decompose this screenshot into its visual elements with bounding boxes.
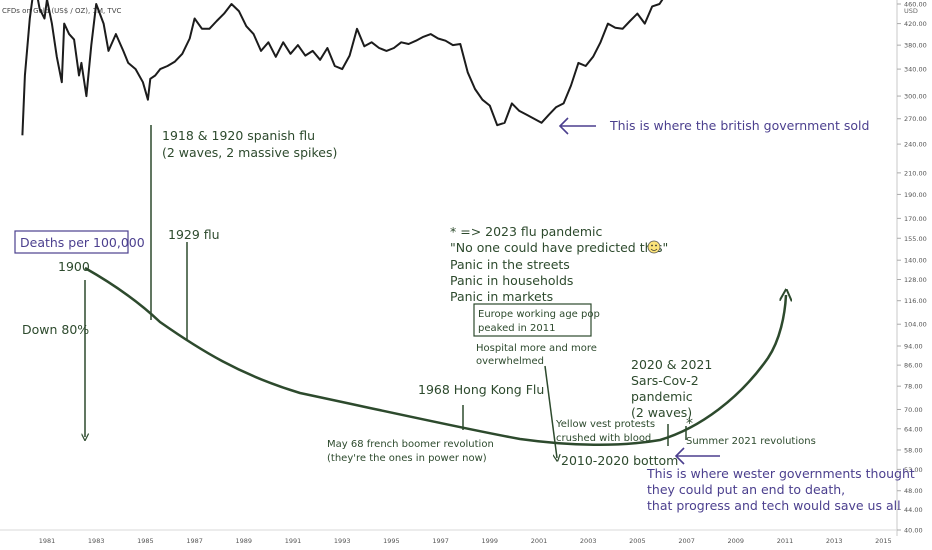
- star-marker: *: [686, 416, 693, 432]
- deaths-label: Deaths per 100,000: [20, 235, 145, 250]
- flu-2023-line-5: Panic in markets: [450, 289, 553, 304]
- flu-2023-line-4: Panic in households: [450, 273, 573, 288]
- europe-pop-line-2: peaked in 2011: [478, 323, 556, 334]
- british-gov-label: This is where the british government sol…: [609, 118, 869, 133]
- down-80-label: Down 80%: [22, 322, 89, 337]
- hospital-arrow: [544, 365, 557, 458]
- deaths-label-box: [14, 230, 129, 254]
- british-gov-arrow: [558, 117, 596, 135]
- x-tick-label: 1981: [39, 537, 56, 545]
- hospital-line-1: Hospital more and more: [476, 343, 597, 354]
- western-gov-arrow: [674, 447, 720, 465]
- western-gov-line-3: that progress and tech would save us all: [647, 498, 901, 513]
- y-tick-label: 170.00: [904, 215, 927, 223]
- price-axis: 460.00 420.00 380.00 340.00 300.00 270.00 240.…: [896, 0, 927, 536]
- y-tick-label: 210.00: [904, 169, 927, 177]
- x-tick-label: 2003: [580, 537, 597, 545]
- yellow-vest-line-2: crushed with blood: [556, 433, 651, 444]
- y-tick-label: 53.00: [904, 466, 923, 474]
- year-1900-label: 1900: [58, 259, 90, 274]
- y-tick-label: 58.00: [904, 446, 923, 454]
- western-gov-line-1: This is where wester governments thought: [646, 466, 915, 481]
- deaths-curve: [84, 266, 786, 446]
- flu-2023-line-1: * => 2023 flu pandemic: [450, 224, 602, 239]
- flu-2023-line-2: "No one could have predicted this": [450, 240, 668, 255]
- x-tick-label: 1997: [432, 537, 449, 545]
- chart-title: CFDs on Gold (US$ / OZ), 1M, TVC: [2, 7, 121, 15]
- y-tick-label: 44.00: [904, 506, 923, 514]
- yellow-vest-line-1: Yellow vest protests: [555, 419, 655, 430]
- x-tick-label: 1991: [285, 537, 302, 545]
- y-tick-label: 155.00: [904, 235, 927, 243]
- y-tick-label: 420.00: [904, 20, 927, 28]
- x-tick-label: 1987: [186, 537, 203, 545]
- summer-2021-label: Summer 2021 revolutions: [686, 436, 816, 447]
- x-tick-label: 1993: [334, 537, 351, 545]
- y-tick-label: 104.00: [904, 321, 927, 329]
- sars-line-2: Sars-Cov-2: [631, 373, 699, 388]
- x-tick-label: 2001: [531, 537, 548, 545]
- y-tick-label: 70.00: [904, 406, 923, 414]
- sars-line-4: (2 waves): [631, 405, 692, 420]
- y-tick-label: 340.00: [904, 66, 927, 74]
- hospital-line-2: overwhelmed: [476, 356, 544, 367]
- flu-1929-label: 1929 flu: [168, 227, 220, 242]
- x-tick-label: 2013: [826, 537, 843, 545]
- may-68-line-1: May 68 french boomer revolution: [327, 439, 494, 450]
- y-tick-label: 380.00: [904, 42, 927, 50]
- y-tick-label: 270.00: [904, 115, 927, 123]
- x-tick-label: 1995: [383, 537, 400, 545]
- y-tick-label: 190.00: [904, 191, 927, 199]
- y-tick-label: 64.00: [904, 425, 923, 433]
- y-tick-label: 128.00: [904, 276, 927, 284]
- y-tick-label: 140.00: [904, 257, 927, 265]
- y-tick-label: 240.00: [904, 141, 927, 149]
- y-tick-label: 40.00: [904, 527, 923, 535]
- y-tick-label: 86.00: [904, 362, 923, 370]
- y-tick-label: 460.00: [904, 1, 927, 9]
- may-68-line-2: (they're the ones in power now): [327, 453, 487, 464]
- sars-line-1: 2020 & 2021: [631, 357, 712, 372]
- x-tick-label: 1983: [88, 537, 105, 545]
- western-gov-line-2: they could put an end to death,: [647, 482, 845, 497]
- y-tick-label: 78.00: [904, 383, 923, 391]
- x-tick-label: 2005: [629, 537, 646, 545]
- y-tick-label: 48.00: [904, 487, 923, 495]
- time-axis: 1981 1983 1985 1987 1989 1991 1993 1995 1997 1999…: [0, 529, 897, 545]
- x-tick-label: 1985: [137, 537, 154, 545]
- flu-1918-line-1: 1918 & 1920 spanish flu: [162, 128, 315, 143]
- europe-pop-box: [473, 303, 592, 337]
- x-tick-label: 2009: [728, 537, 745, 545]
- x-tick-label: 2011: [777, 537, 794, 545]
- gold-price-line: [21, 0, 664, 136]
- x-tick-label: 2015: [875, 537, 892, 545]
- y-tick-label: 94.00: [904, 342, 923, 350]
- smiley-icon: [647, 240, 661, 254]
- y-tick-label: 300.00: [904, 93, 927, 101]
- x-tick-label: 1989: [236, 537, 253, 545]
- sars-line-3: pandemic: [631, 389, 693, 404]
- y-unit-label: USD: [904, 7, 918, 15]
- hk-flu-label: 1968 Hong Kong Flu: [418, 382, 544, 397]
- x-tick-label: 2007: [678, 537, 695, 545]
- bottom-label: 2010-2020 bottom: [561, 453, 678, 468]
- y-tick-label: 116.00: [904, 297, 927, 305]
- flu-2023-line-3: Panic in the streets: [450, 257, 570, 272]
- europe-pop-line-1: Europe working age pop: [478, 309, 600, 320]
- flu-1918-line-2: (2 waves, 2 massive spikes): [162, 145, 337, 160]
- x-tick-label: 1999: [482, 537, 499, 545]
